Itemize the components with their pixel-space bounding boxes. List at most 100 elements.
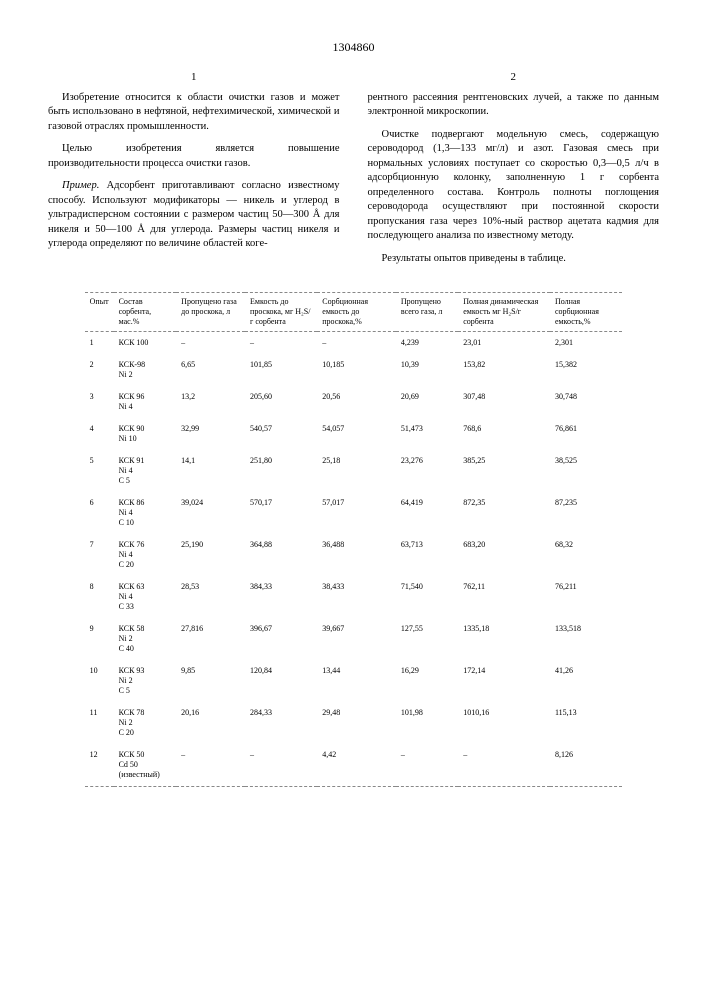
- table-cell: КСК 76Ni 4C 20: [114, 534, 177, 576]
- table-cell: 8: [85, 576, 114, 618]
- table-cell: 3: [85, 386, 114, 418]
- table-cell: 101,85: [245, 354, 317, 386]
- table-cell: –: [176, 332, 245, 355]
- table-cell: –: [458, 744, 550, 787]
- para-example: Пример. Адсорбент приготавливают согласн…: [48, 179, 340, 251]
- table-cell: 396,67: [245, 618, 317, 660]
- table-cell: 30,748: [550, 386, 622, 418]
- table-cell: 10,39: [396, 354, 458, 386]
- table-cell: 10,185: [317, 354, 396, 386]
- table-header-row: Опыт Состав сорбента, мас.% Пропущено га…: [85, 293, 623, 332]
- table-cell: 385,25: [458, 450, 550, 492]
- table-cell: 51,473: [396, 418, 458, 450]
- table-body: 1КСК 100–––4,23923,012,3012КСК-98Ni 26,6…: [85, 332, 623, 787]
- table-cell: КСК 91Ni 4C 5: [114, 450, 177, 492]
- table-cell: 364,88: [245, 534, 317, 576]
- th-opyt: Опыт: [85, 293, 114, 332]
- table-cell: 39,024: [176, 492, 245, 534]
- doc-number: 1304860: [48, 40, 659, 55]
- table-cell: 13,44: [317, 660, 396, 702]
- table-cell: 1: [85, 332, 114, 355]
- table-row: 11КСК 78Ni 2C 2020,16284,3329,48101,9810…: [85, 702, 623, 744]
- table-cell: КСК 90Ni 10: [114, 418, 177, 450]
- table-cell: 4,42: [317, 744, 396, 787]
- table-cell: 251,80: [245, 450, 317, 492]
- table-row: 12КСК 50Cd 50(известный)––4,42––8,126: [85, 744, 623, 787]
- table-cell: 8,126: [550, 744, 622, 787]
- table-cell: КСК 86Ni 4C 10: [114, 492, 177, 534]
- table-cell: КСК 93Ni 2C 5: [114, 660, 177, 702]
- table-row: 9КСК 58Ni 2C 4027,816396,6739,667127,551…: [85, 618, 623, 660]
- table-cell: 4: [85, 418, 114, 450]
- table-cell: 15,382: [550, 354, 622, 386]
- table-cell: 153,82: [458, 354, 550, 386]
- table-cell: 28,53: [176, 576, 245, 618]
- example-label: Пример.: [62, 180, 99, 191]
- table-row: 6КСК 86Ni 4C 1039,024570,1757,01764,4198…: [85, 492, 623, 534]
- table-cell: 172,14: [458, 660, 550, 702]
- table-cell: КСК 58Ni 2C 40: [114, 618, 177, 660]
- table-cell: 27,816: [176, 618, 245, 660]
- table-cell: –: [396, 744, 458, 787]
- table-cell: 4,239: [396, 332, 458, 355]
- table-cell: 13,2: [176, 386, 245, 418]
- table-cell: 570,17: [245, 492, 317, 534]
- table-cell: 36,488: [317, 534, 396, 576]
- left-column: 1 Изобретение относится к области очистк…: [48, 71, 340, 274]
- table-cell: 384,33: [245, 576, 317, 618]
- table-cell: КСК 100: [114, 332, 177, 355]
- para-cont: рентного рассеяния рентгеновских лучей, …: [368, 91, 660, 120]
- th-poln-sorb: Полная сорбционная емкость,%: [550, 293, 622, 332]
- table-cell: 68,32: [550, 534, 622, 576]
- table-cell: 2,301: [550, 332, 622, 355]
- table-cell: 14,1: [176, 450, 245, 492]
- table-cell: 20,56: [317, 386, 396, 418]
- para-method: Очистке подвергают модельную смесь, соде…: [368, 128, 660, 244]
- table-cell: 9,85: [176, 660, 245, 702]
- table-cell: 87,235: [550, 492, 622, 534]
- table-cell: 38,433: [317, 576, 396, 618]
- table-cell: 29,48: [317, 702, 396, 744]
- table-cell: 101,98: [396, 702, 458, 744]
- table-cell: 9: [85, 618, 114, 660]
- table-cell: –: [176, 744, 245, 787]
- table-cell: 540,57: [245, 418, 317, 450]
- table-cell: 115,13: [550, 702, 622, 744]
- table-cell: 76,211: [550, 576, 622, 618]
- table-cell: 1010,16: [458, 702, 550, 744]
- para-goal: Целью изобретения является повышение про…: [48, 142, 340, 171]
- table-cell: 120,84: [245, 660, 317, 702]
- table-row: 1КСК 100–––4,23923,012,301: [85, 332, 623, 355]
- table-cell: 127,55: [396, 618, 458, 660]
- th-din-emk: Полная динамическая емкость мг H₂S/г сор…: [458, 293, 550, 332]
- table-cell: –: [317, 332, 396, 355]
- th-emk-proskok: Емкость до проскока, мг H₂S/г сорбента: [245, 293, 317, 332]
- table-cell: 71,540: [396, 576, 458, 618]
- table-cell: 16,29: [396, 660, 458, 702]
- table-cell: 57,017: [317, 492, 396, 534]
- table-cell: 1335,18: [458, 618, 550, 660]
- table-cell: 284,33: [245, 702, 317, 744]
- th-prop-vsego: Пропущено всего газа, л: [396, 293, 458, 332]
- table-cell: 39,667: [317, 618, 396, 660]
- table-row: 4КСК 90Ni 1032,99540,5754,05751,473768,6…: [85, 418, 623, 450]
- table-cell: 20,69: [396, 386, 458, 418]
- table-cell: 2: [85, 354, 114, 386]
- table-cell: 768,6: [458, 418, 550, 450]
- table-row: 10КСК 93Ni 2C 59,85120,8413,4416,29172,1…: [85, 660, 623, 702]
- table-cell: 872,35: [458, 492, 550, 534]
- table-cell: 307,48: [458, 386, 550, 418]
- table-cell: 38,525: [550, 450, 622, 492]
- table-cell: –: [245, 744, 317, 787]
- table-cell: 64,419: [396, 492, 458, 534]
- table-cell: КСК 96Ni 4: [114, 386, 177, 418]
- table-cell: 20,16: [176, 702, 245, 744]
- table-cell: КСК 50Cd 50(известный): [114, 744, 177, 787]
- text-columns: 1 Изобретение относится к области очистк…: [48, 71, 659, 274]
- col-num-left: 1: [48, 71, 340, 83]
- table-cell: 25,18: [317, 450, 396, 492]
- table-cell: 683,20: [458, 534, 550, 576]
- table-cell: КСК-98Ni 2: [114, 354, 177, 386]
- table-row: 7КСК 76Ni 4C 2025,190364,8836,48863,7136…: [85, 534, 623, 576]
- table-cell: 10: [85, 660, 114, 702]
